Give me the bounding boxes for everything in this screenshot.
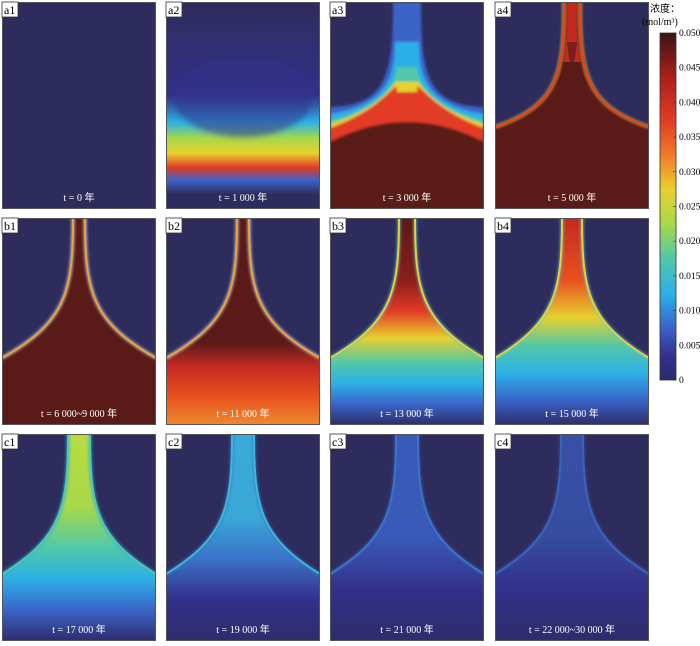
panel-label-box bbox=[165, 217, 183, 234]
panel-label-box bbox=[1, 1, 19, 18]
panel-frame bbox=[495, 218, 649, 425]
time-label: t = 17 000 年 bbox=[52, 623, 105, 636]
concentration-plume bbox=[495, 2, 649, 209]
panel-label: a3 bbox=[332, 3, 343, 17]
panel-a3: a3 t = 3 000 年 bbox=[329, 1, 484, 209]
panel-c4: c4 t = 22 000~30 000 年 bbox=[494, 433, 649, 641]
panel-c2: c2 t = 19 000 年 bbox=[165, 433, 320, 641]
panel-frame bbox=[166, 218, 320, 425]
time-label: t = 15 000 年 bbox=[545, 407, 598, 420]
panel-frame bbox=[166, 2, 320, 209]
colorbar-tick-label: 0.025 bbox=[679, 203, 700, 213]
panel-label-box bbox=[494, 1, 512, 18]
panel-b4: b4 t = 15 000 年 bbox=[494, 217, 649, 425]
colorbar-tick-label: 0.045 bbox=[679, 64, 700, 74]
panel-label-box bbox=[329, 217, 347, 234]
time-label: t = 21 000 年 bbox=[380, 623, 433, 636]
time-label: t = 6 000~9 000 年 bbox=[41, 407, 117, 420]
time-label: t = 1 000 年 bbox=[219, 191, 267, 204]
panel-label: b2 bbox=[168, 219, 180, 233]
time-label: t = 19 000 年 bbox=[216, 623, 269, 636]
colorbar-tick-label: 0.035 bbox=[679, 133, 700, 143]
panel-label: b4 bbox=[497, 219, 509, 233]
colorbar-unit: (mol/m³) bbox=[642, 17, 678, 28]
colorbar-tick-label: 0 bbox=[679, 376, 684, 386]
panel-label-box bbox=[1, 217, 19, 234]
panel-c3: c3 t = 21 000 年 bbox=[329, 433, 484, 641]
concentration-plume bbox=[166, 218, 320, 425]
panel-label: c4 bbox=[497, 435, 508, 449]
panel-label: a1 bbox=[4, 3, 15, 17]
concentration-plume bbox=[330, 2, 484, 209]
panel-a1: a1 t = 0 年 bbox=[1, 1, 156, 209]
concentration-plume bbox=[166, 434, 320, 641]
panel-label-box bbox=[165, 433, 183, 450]
concentration-plume bbox=[2, 218, 156, 425]
colorbar-tick-label: 0.010 bbox=[679, 307, 700, 317]
panel-c1: c1 t = 17 000 年 bbox=[1, 433, 156, 641]
panel-frame bbox=[2, 2, 156, 209]
panel-a4: a4 t = 5 000 年 bbox=[494, 1, 649, 209]
time-label: t = 5 000 年 bbox=[548, 191, 596, 204]
panel-label-box bbox=[494, 217, 512, 234]
panel-label: a2 bbox=[168, 3, 179, 17]
colorbar-tick-label: 0.030 bbox=[679, 168, 700, 178]
colorbar-tick-label: 0.050 bbox=[679, 29, 700, 39]
colorbar-title: 浓度： bbox=[650, 2, 680, 15]
panel-frame bbox=[495, 434, 649, 641]
panel-label: c1 bbox=[4, 435, 15, 449]
panel-b1: b1 t = 6 000~9 000 年 bbox=[1, 217, 156, 425]
concentration-plume bbox=[330, 218, 484, 425]
panel-frame bbox=[330, 434, 484, 641]
colorbar-tick-label: 0.040 bbox=[679, 98, 700, 108]
panel-frame bbox=[330, 218, 484, 425]
concentration-plume bbox=[495, 218, 649, 425]
panel-b3: b3 t = 13 000 年 bbox=[329, 217, 484, 425]
panel-label: b3 bbox=[332, 219, 344, 233]
colorbar: 浓度： (mol/m³)0.050 0.045 0.040 0.035 0.030 0.02… bbox=[642, 2, 700, 386]
concentration-plume bbox=[495, 434, 649, 641]
concentration-plume bbox=[2, 434, 156, 641]
panel-a2: a2 t = 1 000 年 bbox=[165, 1, 320, 209]
panel-frame bbox=[330, 2, 484, 209]
panel-background bbox=[2, 2, 156, 209]
panel-b2: b2 t = 11 000 年 bbox=[165, 217, 320, 425]
panel-label-box bbox=[329, 433, 347, 450]
panel-label: a4 bbox=[497, 3, 508, 17]
panel-frame bbox=[2, 434, 156, 641]
colorbar-tick-label: 0.005 bbox=[679, 341, 700, 351]
panel-label-box bbox=[165, 1, 183, 18]
time-label: t = 3 000 年 bbox=[383, 191, 431, 204]
time-label: t = 11 000 年 bbox=[216, 407, 269, 420]
panel-label-box bbox=[494, 433, 512, 450]
panel-label: c2 bbox=[168, 435, 179, 449]
panel-label: c3 bbox=[332, 435, 343, 449]
panel-frame bbox=[166, 434, 320, 641]
colorbar-tick-label: 0.015 bbox=[679, 272, 700, 282]
colorbar-tick-label: 0.020 bbox=[679, 237, 700, 247]
time-label: t = 13 000 年 bbox=[380, 407, 433, 420]
time-label: t = 22 000~30 000 年 bbox=[529, 623, 615, 636]
panel-label-box bbox=[329, 1, 347, 18]
panel-frame bbox=[2, 218, 156, 425]
panel-label-box bbox=[1, 433, 19, 450]
time-label: t = 0 年 bbox=[64, 191, 95, 204]
concentration-plume bbox=[330, 434, 484, 641]
panel-frame bbox=[495, 2, 649, 209]
panel-label: b1 bbox=[4, 219, 16, 233]
